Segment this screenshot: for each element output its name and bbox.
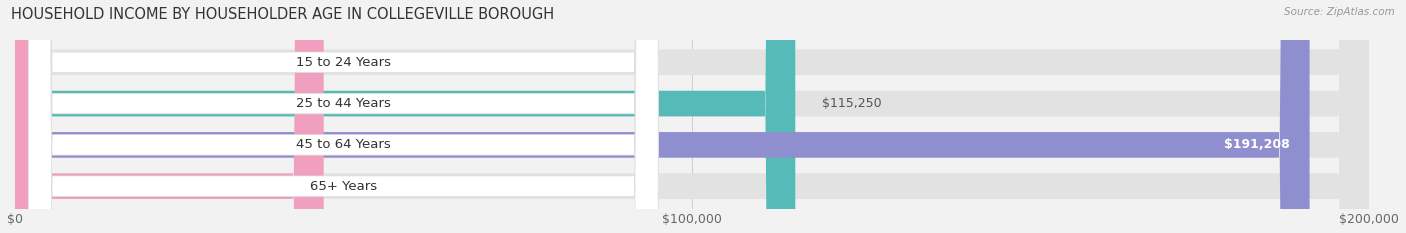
Text: $0: $0 [42,56,58,69]
FancyBboxPatch shape [15,0,796,233]
Text: $45,597: $45,597 [350,180,402,193]
Text: 25 to 44 Years: 25 to 44 Years [295,97,391,110]
Text: 45 to 64 Years: 45 to 64 Years [295,138,391,151]
Text: $191,208: $191,208 [1223,138,1289,151]
Text: Source: ZipAtlas.com: Source: ZipAtlas.com [1284,7,1395,17]
FancyBboxPatch shape [28,0,658,233]
FancyBboxPatch shape [15,0,1369,233]
Text: $115,250: $115,250 [823,97,882,110]
FancyBboxPatch shape [15,0,1369,233]
Text: HOUSEHOLD INCOME BY HOUSEHOLDER AGE IN COLLEGEVILLE BOROUGH: HOUSEHOLD INCOME BY HOUSEHOLDER AGE IN C… [11,7,554,22]
FancyBboxPatch shape [28,0,658,233]
FancyBboxPatch shape [15,0,1309,233]
FancyBboxPatch shape [15,0,323,233]
Text: 65+ Years: 65+ Years [309,180,377,193]
FancyBboxPatch shape [15,0,1369,233]
FancyBboxPatch shape [28,0,658,233]
FancyBboxPatch shape [28,0,658,233]
FancyBboxPatch shape [15,0,1369,233]
Text: 15 to 24 Years: 15 to 24 Years [295,56,391,69]
